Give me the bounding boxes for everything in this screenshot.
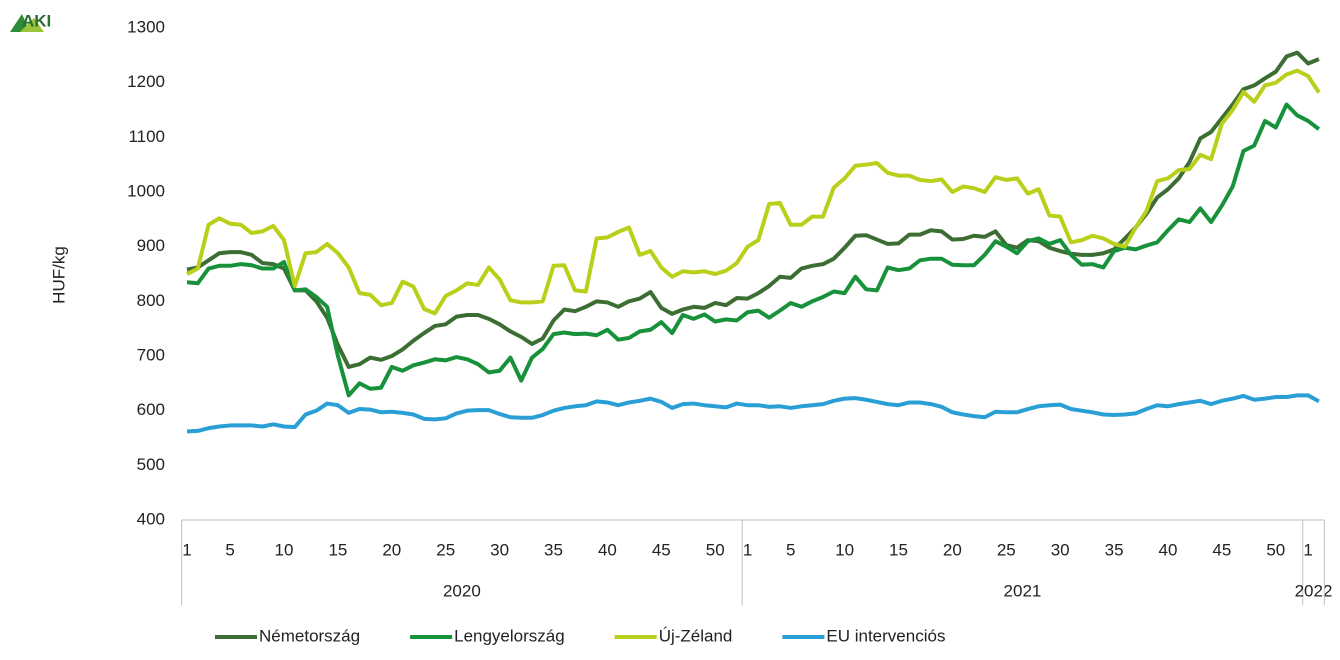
- x-tick-label: 30: [1051, 540, 1070, 559]
- logo-shape: [20, 18, 44, 32]
- y-tick-label: 500: [137, 455, 165, 474]
- x-tick-label: 5: [786, 540, 795, 559]
- x-tick-label: 50: [1266, 540, 1285, 559]
- legend-label: EU intervenciós: [826, 626, 945, 645]
- x-tick-label: 50: [706, 540, 725, 559]
- legend-label: Új-Zéland: [659, 626, 733, 645]
- x-tick-label: 35: [544, 540, 563, 559]
- x-tick-label: 25: [436, 540, 455, 559]
- year-label: 2022: [1295, 581, 1333, 600]
- x-tick-label: 40: [598, 540, 617, 559]
- legend-label: Lengyelország: [454, 626, 565, 645]
- series-line: [186, 393, 1320, 434]
- year-label: 2020: [443, 581, 481, 600]
- x-tick-label: 1: [182, 540, 191, 559]
- y-axis-label: HUF/kg: [49, 246, 68, 304]
- x-tick-label: 1: [1303, 540, 1312, 559]
- y-tick-label: 400: [137, 509, 165, 528]
- x-tick-label: 35: [1105, 540, 1124, 559]
- y-tick-label: 600: [137, 400, 165, 419]
- x-tick-label: 10: [275, 540, 294, 559]
- y-tick-label: 900: [137, 236, 165, 255]
- y-tick-label: 700: [137, 345, 165, 364]
- x-tick-label: 20: [943, 540, 962, 559]
- x-tick-label: 10: [835, 540, 854, 559]
- y-tick-label: 1300: [127, 17, 165, 36]
- x-tick-label: 5: [225, 540, 234, 559]
- logo: AKI: [10, 11, 51, 32]
- legend-label: Németország: [259, 626, 360, 645]
- series-line: [186, 102, 1321, 398]
- x-tick-label: 45: [1212, 540, 1231, 559]
- x-tick-label: 30: [490, 540, 509, 559]
- y-tick-label: 800: [137, 291, 165, 310]
- x-tick-label: 25: [997, 540, 1016, 559]
- series-line: [186, 68, 1321, 316]
- y-tick-label: 1000: [127, 181, 165, 200]
- x-tick-label: 40: [1159, 540, 1178, 559]
- y-tick-label: 1200: [127, 72, 165, 91]
- x-tick-label: 1: [743, 540, 752, 559]
- x-tick-label: 20: [382, 540, 401, 559]
- x-tick-label: 15: [889, 540, 908, 559]
- logo-text: AKI: [22, 11, 51, 30]
- x-tick-label: 15: [328, 540, 347, 559]
- year-label: 2021: [1004, 581, 1042, 600]
- series-line: [186, 50, 1320, 369]
- y-tick-label: 1100: [128, 127, 165, 146]
- x-tick-label: 45: [652, 540, 671, 559]
